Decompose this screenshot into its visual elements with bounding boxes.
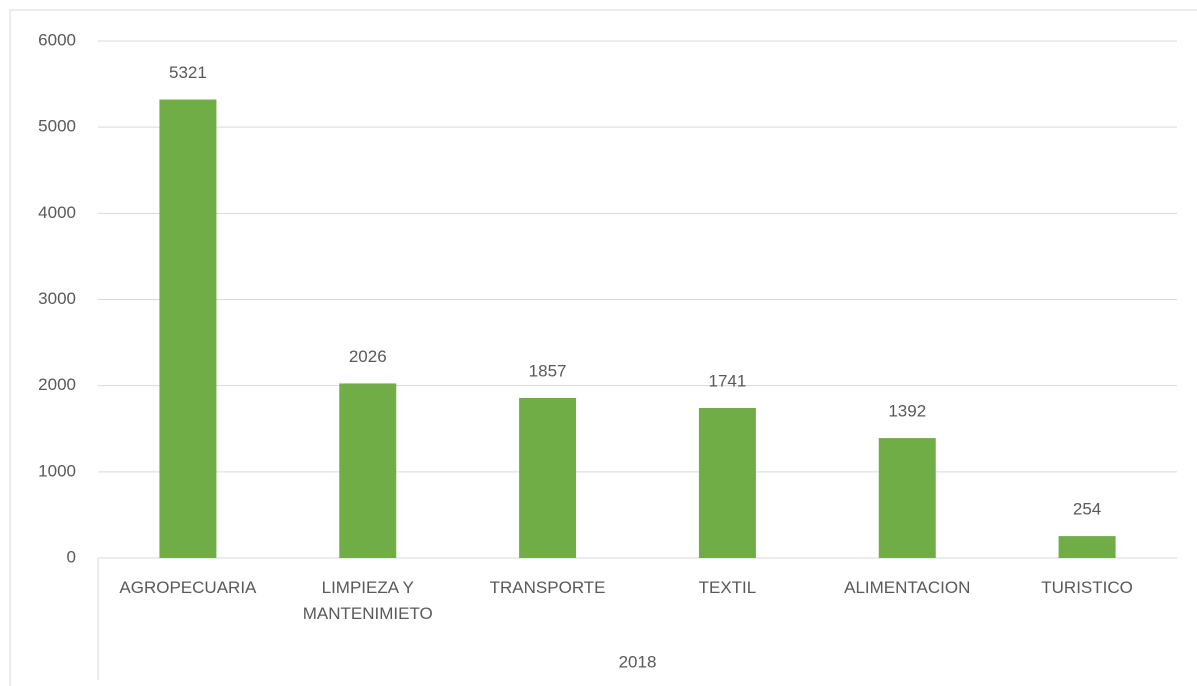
x-tick-label: LIMPIEZA Y MANTENIMIETO: [302, 578, 433, 623]
data-label: 5321: [169, 63, 207, 82]
y-tick-label: 0: [67, 547, 76, 566]
y-tick-label: 2000: [38, 375, 76, 394]
data-label: 1392: [888, 402, 926, 421]
x-group-label: 2018: [619, 652, 657, 671]
y-tick-label: 3000: [38, 289, 76, 308]
chart-border: [9, 9, 1197, 686]
data-label: 254: [1073, 500, 1101, 519]
bar: [698, 407, 756, 558]
x-tick-label: ALIMENTACION: [844, 578, 971, 597]
bar: [878, 438, 936, 558]
x-tick-label: AGROPECUARIA: [119, 578, 257, 597]
x-tick-label: TEXTIL: [698, 578, 757, 597]
y-tick-label: 6000: [38, 30, 76, 49]
data-label: 1857: [529, 361, 567, 380]
bar: [1058, 536, 1116, 558]
bar: [519, 397, 577, 558]
data-label: 2026: [349, 347, 387, 366]
data-label: 1741: [709, 371, 747, 390]
x-tick-label: TRANSPORTE: [489, 578, 606, 597]
bar: [159, 99, 217, 558]
y-tick-label: 1000: [38, 461, 76, 480]
y-tick-label: 5000: [38, 117, 76, 136]
bar: [339, 383, 397, 558]
y-tick-label: 4000: [38, 203, 76, 222]
x-tick-label: TURISTICO: [1041, 578, 1133, 597]
